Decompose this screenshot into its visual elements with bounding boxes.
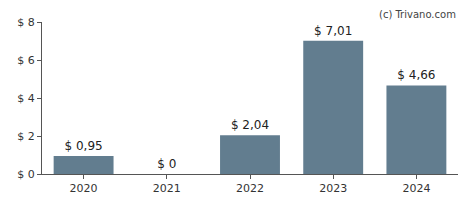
svg-text:2021: 2021 <box>153 182 181 195</box>
svg-text:2022: 2022 <box>236 182 264 195</box>
svg-text:$ 0: $ 0 <box>17 168 35 181</box>
svg-text:$ 2: $ 2 <box>17 130 35 143</box>
svg-text:$ 0,95: $ 0,95 <box>65 139 103 153</box>
svg-text:$ 4: $ 4 <box>17 92 35 105</box>
svg-text:$ 7,01: $ 7,01 <box>314 24 352 38</box>
svg-text:$ 8: $ 8 <box>17 16 35 29</box>
svg-text:(c) Trivano.com: (c) Trivano.com <box>379 9 456 20</box>
svg-text:$ 4,66: $ 4,66 <box>397 68 435 82</box>
svg-text:2023: 2023 <box>319 182 347 195</box>
svg-text:$ 2,04: $ 2,04 <box>231 118 269 132</box>
svg-text:$ 0: $ 0 <box>157 157 176 171</box>
svg-text:$ 6: $ 6 <box>17 54 35 67</box>
svg-text:2024: 2024 <box>402 182 430 195</box>
svg-text:2020: 2020 <box>70 182 98 195</box>
